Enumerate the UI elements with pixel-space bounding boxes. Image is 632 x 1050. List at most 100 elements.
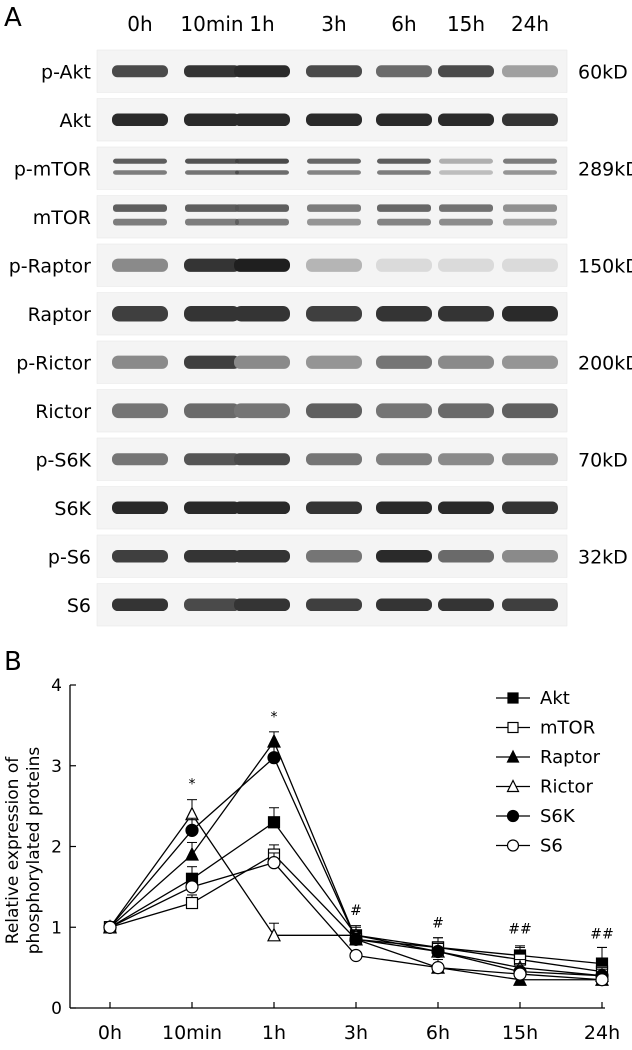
data-point <box>103 920 117 934</box>
blot-band <box>112 453 168 466</box>
blot-band <box>234 355 290 369</box>
panel-b-label: B <box>4 647 22 677</box>
blot-band <box>185 218 239 226</box>
molecular-weight-label: 150kD <box>578 255 632 277</box>
significance-mark: ## <box>590 927 613 943</box>
blot-row: S6 <box>67 583 568 627</box>
blot-strip <box>96 195 568 239</box>
blot-band <box>184 453 240 466</box>
blot-row: p-mTOR 289kD <box>14 146 632 190</box>
blot-band <box>502 306 558 322</box>
legend-label: Rictor <box>540 777 593 798</box>
chart-legend: Akt mTOR Raptor Rictor S6K S6 <box>496 688 601 857</box>
x-tick-label: 3h <box>344 1022 368 1044</box>
legend-item: Akt <box>496 688 570 709</box>
blot-band <box>234 549 290 563</box>
blot-band <box>184 355 240 369</box>
significance-annotations: **## ## ## <box>189 709 614 942</box>
chart-series <box>103 731 609 987</box>
blot-band <box>113 204 167 212</box>
blot-band <box>235 158 289 164</box>
blot-row: p-Rictor 200kD <box>16 340 632 384</box>
blot-band <box>502 501 558 515</box>
blot-row: S6K <box>54 486 568 530</box>
legend-label: S6 <box>540 836 563 857</box>
blot-band <box>439 218 493 226</box>
protein-label: p-Akt <box>41 61 91 83</box>
blot-row: Raptor <box>28 292 568 336</box>
significance-mark: # <box>432 915 444 931</box>
molecular-weight-label: 60kD <box>578 61 628 83</box>
blot-band <box>184 501 240 515</box>
blot-band <box>376 549 432 563</box>
y-tick-label: 4 <box>51 676 62 696</box>
data-point <box>506 839 520 852</box>
blot-band <box>438 355 494 369</box>
y-tick-label: 0 <box>51 999 62 1019</box>
panel-a-label: A <box>4 3 22 33</box>
data-point <box>506 749 520 763</box>
protein-label: Rictor <box>35 401 91 423</box>
blot-band <box>112 113 168 127</box>
blot-band <box>438 598 494 612</box>
x-tick-label: 1h <box>262 1022 286 1044</box>
blot-band <box>377 170 431 175</box>
blot-row: p-Akt 60kD <box>41 49 628 93</box>
blot-band <box>439 204 493 212</box>
blot-band <box>235 170 289 175</box>
timepoint-header: 1h <box>249 12 274 36</box>
blot-band <box>306 65 362 78</box>
blot-band <box>113 170 167 175</box>
blot-band <box>306 355 362 369</box>
data-point <box>507 721 519 734</box>
blot-band <box>502 65 558 78</box>
series-s6 <box>103 852 609 987</box>
blot-band <box>376 403 432 419</box>
blot-band <box>112 65 168 78</box>
blot-band <box>376 501 432 515</box>
blot-band <box>306 501 362 515</box>
data-point <box>185 896 199 910</box>
protein-label: p-S6K <box>35 449 91 471</box>
blot-band <box>185 204 239 212</box>
blot-band <box>184 598 240 612</box>
blot-band <box>234 258 290 272</box>
significance-mark: * <box>189 776 196 792</box>
blot-band <box>307 158 361 164</box>
blot-row: mTOR <box>33 195 568 239</box>
blot-band <box>377 218 431 226</box>
protein-label: S6 <box>67 595 91 617</box>
blot-band <box>502 453 558 466</box>
significance-mark: ## <box>508 922 531 938</box>
blot-band <box>306 453 362 466</box>
blot-band <box>376 355 432 369</box>
data-point <box>506 779 520 793</box>
data-point <box>507 692 519 704</box>
protein-label: Raptor <box>28 304 92 326</box>
data-point <box>349 948 363 963</box>
blot-band <box>184 65 240 78</box>
panel-a-western-blots: A 0h 10min 1h 3h 6h 15h 24h p-Akt 60kD Akt p-mTOR… <box>4 3 632 627</box>
data-point <box>595 973 609 987</box>
blot-band <box>439 170 493 175</box>
y-tick-label: 3 <box>51 757 62 777</box>
blot-band <box>112 501 168 515</box>
blot-band <box>503 170 557 175</box>
x-tick-label: 6h <box>426 1022 450 1044</box>
blot-band <box>235 218 289 226</box>
blot-band <box>234 453 290 466</box>
timepoint-header: 24h <box>511 12 549 36</box>
blot-rows: p-Akt 60kD Akt p-mTOR 289kD mTOR p-Raptor 150kD… <box>9 49 632 627</box>
data-point <box>506 809 520 823</box>
protein-label: p-Rictor <box>16 352 91 374</box>
blot-band <box>235 204 289 212</box>
data-point <box>431 944 445 959</box>
blot-band <box>113 158 167 164</box>
blot-band <box>502 598 558 612</box>
blot-band <box>185 170 239 175</box>
data-point <box>267 856 281 870</box>
timepoint-headers: 0h 10min 1h 3h 6h 15h 24h <box>127 12 549 36</box>
blot-band <box>184 113 240 127</box>
blot-band <box>502 355 558 369</box>
blot-band <box>184 306 240 322</box>
